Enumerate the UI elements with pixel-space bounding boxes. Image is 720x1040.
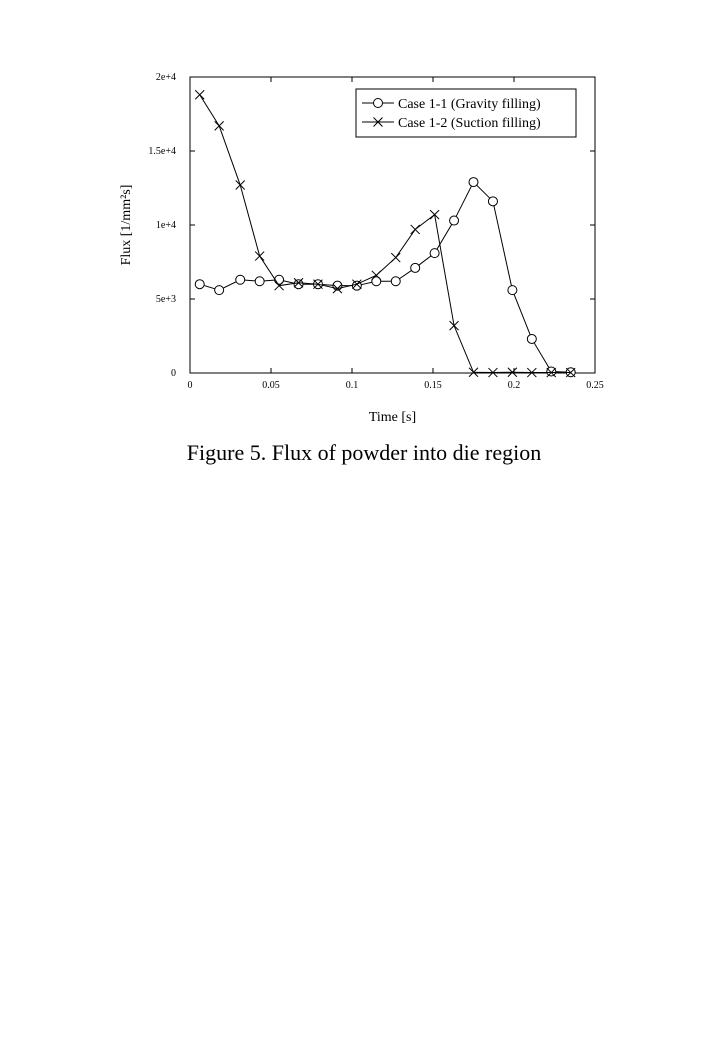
data-point-x bbox=[194, 89, 205, 100]
y-tick-label: 1e+4 bbox=[156, 220, 176, 231]
data-point-x bbox=[371, 270, 382, 281]
legend-marker-x bbox=[373, 117, 383, 127]
legend-label-gravity: Case 1-1 (Gravity filling) bbox=[398, 97, 541, 112]
data-point-circle bbox=[194, 279, 205, 290]
figure-caption: Figure 5. Flux of powder into die region bbox=[186, 440, 542, 465]
y-tick-label: 1.5e+4 bbox=[148, 146, 176, 157]
data-point-circle bbox=[371, 276, 382, 287]
data-point-circle bbox=[546, 366, 557, 377]
data-point-x bbox=[313, 279, 323, 290]
data-point-circle bbox=[507, 285, 518, 296]
data-point-x bbox=[507, 367, 518, 378]
data-point-circle bbox=[487, 196, 498, 207]
legend-marker bbox=[373, 98, 383, 108]
y-axis-label: Flux [1/mm²s] bbox=[119, 185, 134, 266]
data-point-x bbox=[488, 367, 498, 378]
data-point-circle bbox=[449, 215, 460, 226]
x-axis-label: Time [s] bbox=[369, 410, 416, 425]
data-point-x bbox=[468, 367, 479, 378]
series-line bbox=[199, 94, 571, 374]
series-gravity bbox=[194, 177, 576, 378]
data-point-x bbox=[352, 279, 362, 290]
data-point-circle bbox=[293, 279, 304, 290]
data-point-circle bbox=[235, 274, 246, 285]
data-point-x bbox=[274, 280, 284, 291]
series-suction bbox=[194, 89, 576, 378]
legend-label-suction: Case 1-2 (Suction filling) bbox=[398, 116, 541, 131]
data-point-circle bbox=[254, 276, 265, 287]
data-point-circle bbox=[429, 248, 440, 259]
x-tick-label: 0.05 bbox=[262, 380, 280, 391]
data-point-circle bbox=[410, 262, 421, 273]
data-point-x bbox=[235, 180, 246, 190]
data-point-circle bbox=[468, 177, 479, 188]
data-point-circle bbox=[214, 285, 225, 296]
data-point-x bbox=[410, 224, 421, 235]
x-tick-label: 0.1 bbox=[346, 380, 359, 391]
legend-marker-circle bbox=[373, 98, 383, 108]
data-point-circle bbox=[390, 276, 401, 287]
data-point-x bbox=[254, 251, 265, 261]
data-point-x bbox=[214, 120, 225, 131]
legend: Case 1-1 (Gravity filling) Case 1-2 (Suc… bbox=[355, 88, 577, 138]
x-tick-label: 0.15 bbox=[424, 380, 442, 391]
data-point-circle bbox=[526, 333, 537, 344]
data-point-x bbox=[449, 320, 459, 331]
x-tick-label: 0.2 bbox=[508, 380, 521, 391]
y-tick-label: 0 bbox=[171, 368, 176, 379]
data-point-x bbox=[526, 367, 537, 378]
chart: 0 0.05 0.1 0.15 0.2 0.25 0 5e+3 1e+4 1.5e+4 2e+4 T… bbox=[119, 72, 604, 425]
data-point-x bbox=[429, 209, 440, 220]
legend-entry-gravity: Case 1-1 (Gravity filling) bbox=[362, 97, 541, 112]
series-layer bbox=[194, 89, 576, 378]
y-tick-label: 2e+4 bbox=[156, 72, 176, 83]
legend-entry-suction: Case 1-2 (Suction filling) bbox=[362, 116, 541, 131]
data-point-x bbox=[390, 252, 401, 263]
y-tick-label: 5e+3 bbox=[156, 294, 176, 305]
legend-box bbox=[355, 88, 577, 138]
data-point-x bbox=[293, 277, 304, 288]
x-tick-label: 0 bbox=[188, 380, 193, 391]
series-line bbox=[199, 181, 571, 373]
x-tick-label: 0.25 bbox=[586, 380, 604, 391]
legend-marker bbox=[373, 117, 383, 127]
data-point-x bbox=[546, 367, 557, 378]
data-point-x bbox=[332, 283, 343, 294]
data-point-x bbox=[565, 367, 576, 378]
